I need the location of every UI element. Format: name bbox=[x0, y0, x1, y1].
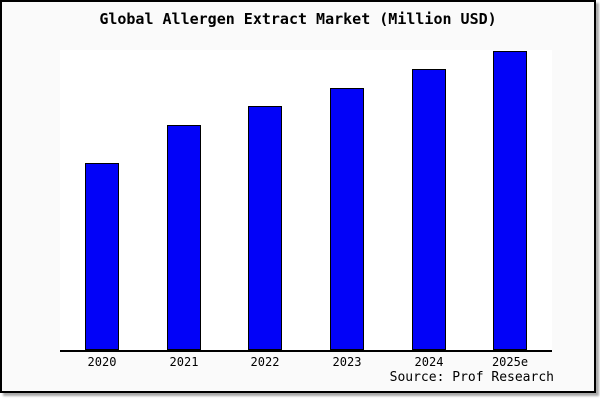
x-tick-label-2020: 2020 bbox=[87, 355, 117, 369]
chart-canvas: Global Allergen Extract Market (Million … bbox=[2, 2, 594, 391]
plot-area bbox=[60, 50, 552, 352]
bar-2025e bbox=[493, 51, 527, 350]
x-tick-label-2021: 2021 bbox=[169, 355, 199, 369]
bar-2024 bbox=[412, 69, 446, 350]
bar-2022 bbox=[248, 106, 282, 350]
bar-2020 bbox=[85, 163, 119, 350]
x-tick-label-2025e: 2025e bbox=[491, 355, 529, 369]
bar-2021 bbox=[167, 125, 201, 350]
x-tick-label-2022: 2022 bbox=[250, 355, 280, 369]
x-tick-label-2023: 2023 bbox=[332, 355, 362, 369]
bar-2023 bbox=[330, 88, 364, 350]
x-tick-label-2024: 2024 bbox=[414, 355, 444, 369]
chart-title: Global Allergen Extract Market (Million … bbox=[99, 10, 497, 28]
chart-frame: Global Allergen Extract Market (Million … bbox=[0, 0, 596, 393]
source-note: Source: Prof Research bbox=[389, 370, 554, 385]
